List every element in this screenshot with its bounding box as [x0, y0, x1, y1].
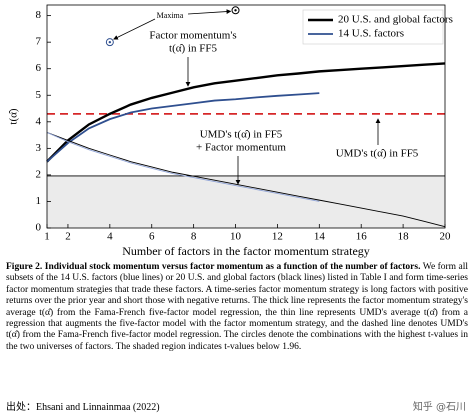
x-tick-label: 14	[314, 231, 326, 243]
caption: Figure 2. Individual stock momentum vers…	[6, 262, 468, 353]
x-tick-label: 20	[440, 231, 452, 243]
line-series	[46, 62, 446, 163]
annotation: t(α̂) in FF5	[169, 43, 217, 55]
y-tick-label: 0	[36, 222, 42, 234]
line-series	[46, 132, 320, 202]
annotation-arrow	[187, 9, 232, 15]
x-tick-label: 4	[107, 231, 113, 243]
annotation: Maxima	[157, 11, 184, 20]
y-tick-label: 5	[36, 89, 42, 101]
line-series	[46, 132, 446, 228]
maximum-dot	[108, 40, 112, 44]
legend-label: 14 U.S. factors	[338, 28, 404, 40]
x-tick-label: 16	[356, 231, 368, 243]
watermark: 知乎 @石川	[412, 402, 466, 413]
y-tick-label: 8	[36, 9, 42, 21]
annotation: UMD's t(α̂) in FF5	[336, 148, 419, 160]
shaded-region	[47, 175, 445, 228]
source: 出处：Ehsani and Linnainmaa (2022)	[6, 402, 160, 413]
x-axis-label: Number of factors in the factor momentum…	[122, 244, 370, 258]
annotation: UMD's t(α̂) in FF5	[200, 129, 283, 141]
caption-label: Figure 2.	[6, 262, 43, 272]
annotation: Factor momentum's	[149, 30, 236, 42]
maximum-dot	[234, 9, 237, 12]
annotation-arrow	[113, 18, 156, 40]
y-tick-label: 1	[36, 195, 42, 207]
x-tick-label: 1	[44, 231, 50, 243]
legend-label: 20 U.S. and global factors	[338, 14, 453, 26]
x-tick-label: 18	[398, 231, 410, 243]
plot-frame	[46, 4, 446, 229]
y-tick-label: 2	[36, 168, 42, 180]
maximum-marker	[105, 38, 114, 47]
caption-title: Individual stock momentum versus factor …	[44, 262, 421, 272]
legend-box	[302, 9, 444, 45]
x-tick-label: 6	[149, 231, 155, 243]
line-series	[46, 92, 320, 163]
x-tick-label: 2	[65, 231, 71, 243]
x-tick-label: 12	[272, 231, 283, 243]
y-tick-label: 6	[36, 62, 42, 74]
y-tick-label: 4	[36, 115, 42, 127]
y-tick-label: 3	[36, 142, 42, 154]
maximum-marker	[231, 6, 240, 15]
annotation: + Factor momentum	[196, 142, 286, 154]
x-tick-label: 8	[191, 231, 197, 243]
y-tick-label: 7	[36, 36, 42, 48]
x-tick-label: 10	[230, 231, 242, 243]
caption-body: We form all subsets of the 14 U.S. facto…	[6, 262, 468, 352]
y-axis-label: t(α̂)	[8, 108, 20, 124]
